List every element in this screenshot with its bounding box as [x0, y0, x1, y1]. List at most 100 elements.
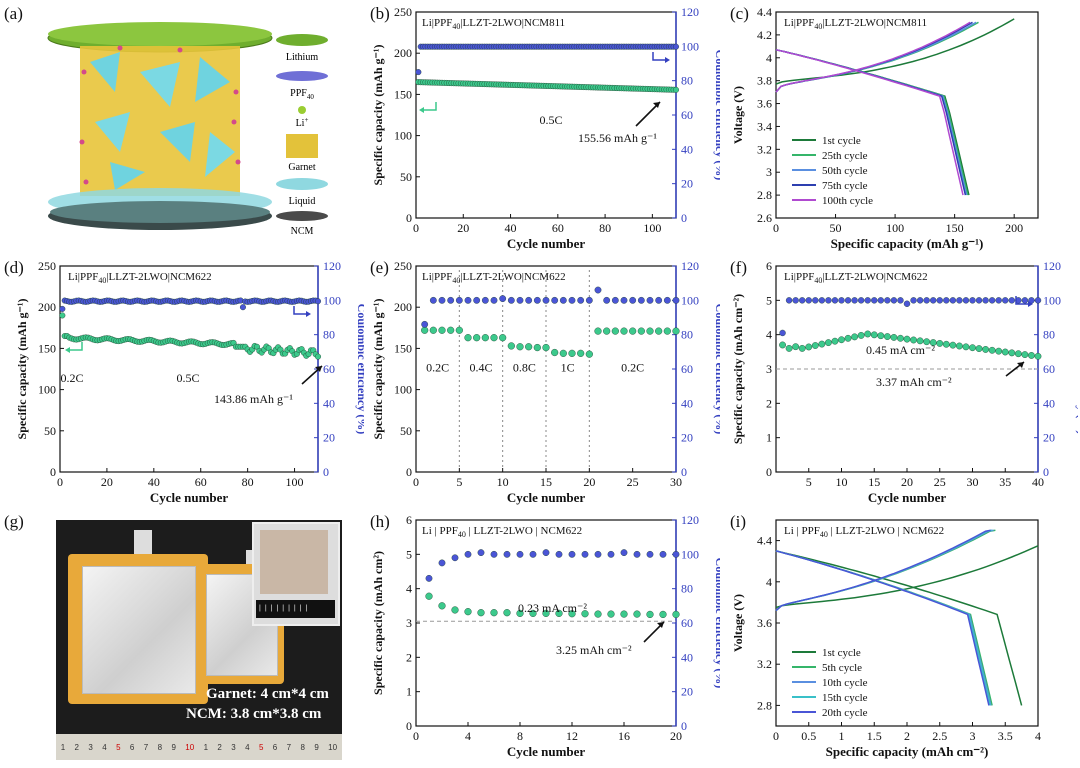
- y-tick-label: 100: [38, 383, 56, 397]
- efficiency-point: [551, 296, 559, 304]
- efficiency-point: [438, 296, 446, 304]
- panel-label-b: (b): [370, 4, 390, 23]
- rate-label: 0.2C: [426, 360, 449, 374]
- capacity-point: [838, 336, 845, 344]
- efficiency-point: [455, 296, 463, 304]
- capacity-point: [936, 340, 944, 347]
- capacity-point: [438, 602, 446, 610]
- current-density-label: 0.45 mA cm⁻²: [866, 343, 935, 357]
- capacity-point: [581, 610, 589, 618]
- ruler-number: 2: [217, 742, 222, 752]
- y2-tick-label: 120: [1043, 259, 1061, 273]
- x-tick-label: 100: [643, 221, 661, 235]
- capacity-point: [673, 86, 680, 93]
- y-tick-label: 100: [394, 383, 412, 397]
- y2-tick-label: 60: [323, 362, 335, 376]
- capacity-point: [646, 327, 654, 335]
- legend-garnet-swatch: [286, 134, 318, 158]
- y-tick-label: 0: [406, 211, 412, 225]
- efficiency-point: [525, 296, 533, 304]
- capacity-point: [477, 609, 485, 617]
- capacity-point: [455, 326, 463, 334]
- x-tick-label: 20: [901, 475, 913, 489]
- x-tick-label: 100: [286, 475, 304, 489]
- capacity-point: [903, 335, 911, 343]
- efficiency-point: [473, 296, 481, 304]
- discharge-curve: [775, 49, 969, 196]
- x-tick-label: 8: [517, 729, 523, 743]
- x-tick-label: 2: [904, 729, 910, 743]
- ncm-top: [50, 201, 270, 223]
- efficiency-point: [818, 297, 826, 304]
- x-tick-label: 10: [836, 475, 848, 489]
- capacity-point: [499, 334, 507, 342]
- efficiency-point: [415, 69, 422, 76]
- efficiency-point: [507, 296, 515, 304]
- efficiency-point: [923, 297, 930, 304]
- y-tick-label: 4: [766, 575, 772, 589]
- final-capacity-label: 3.37 mAh cm⁻²: [876, 375, 952, 389]
- efficiency-point: [903, 300, 911, 307]
- capacity-point: [620, 327, 628, 335]
- efficiency-point: [559, 296, 567, 304]
- legend-label: 25th cycle: [822, 150, 868, 162]
- efficiency-point: [995, 297, 1002, 304]
- capacity-point: [490, 334, 498, 342]
- efficiency-point: [672, 296, 680, 304]
- efficiency-point: [805, 297, 812, 304]
- annotation-arrowhead: [657, 622, 664, 628]
- x-tick-label: 5: [806, 475, 812, 489]
- capacity-point: [672, 327, 680, 335]
- capacity-point: [877, 332, 885, 340]
- efficiency-point: [844, 297, 852, 304]
- x-axis-label: Specific capacity (mAh cm⁻²): [826, 744, 989, 759]
- cell-schematic: Lithium PPF40 Li+ Garnet Liquid NCM: [47, 22, 328, 237]
- capacity-point: [962, 343, 970, 351]
- capacity-point: [577, 349, 585, 357]
- x-tick-label: 20: [670, 729, 682, 743]
- y-tick-label: 0: [406, 465, 412, 479]
- capacity-point: [542, 609, 550, 617]
- capacity-point: [831, 337, 839, 345]
- legend-lithium-label: Lithium: [286, 52, 318, 63]
- efficiency-point: [315, 298, 322, 305]
- ruler-number: 4: [245, 742, 250, 752]
- x-tick-label: 3: [970, 729, 976, 743]
- x-tick-label: 15: [868, 475, 880, 489]
- rate-label: 0.5C: [539, 113, 562, 127]
- annotation-arrowhead: [653, 102, 660, 108]
- capacity-point: [473, 334, 481, 342]
- efficiency-point: [663, 296, 671, 304]
- efficiency-point: [577, 296, 585, 304]
- efficiency-point: [568, 550, 576, 558]
- garnet-inset: |||||||||: [252, 522, 340, 626]
- efficiency-point: [975, 297, 983, 304]
- capacity-point: [421, 326, 429, 334]
- y-tick-label: 3.6: [757, 97, 772, 111]
- y2-tick-label: 20: [681, 177, 693, 191]
- ruler-number: 2: [74, 742, 79, 752]
- discharge-curve: [775, 49, 964, 196]
- efficiency-point: [864, 297, 871, 304]
- capacity-point: [525, 343, 533, 351]
- ruler-number: 6: [129, 742, 135, 752]
- efficiency-point: [916, 297, 924, 304]
- efficiency-point: [503, 550, 511, 558]
- x-tick-label: 50: [830, 221, 842, 235]
- capacity-point: [870, 331, 878, 339]
- x-tick-label: 0: [413, 475, 419, 489]
- capacity-point: [864, 330, 872, 338]
- y-tick-label: 3: [406, 616, 412, 630]
- y2-tick-label: 120: [681, 513, 699, 527]
- efficiency-point: [884, 297, 891, 304]
- efficiency-point: [499, 295, 507, 303]
- discharge-curve: [775, 49, 970, 196]
- y-tick-label: 2.8: [757, 188, 772, 202]
- series-axis-arrowhead: [419, 107, 424, 113]
- ruler-number: 5: [116, 742, 121, 752]
- x-tick-label: 80: [242, 475, 254, 489]
- efficiency-point: [607, 550, 615, 558]
- li-ion-dots: [79, 45, 241, 185]
- y2-tick-label: 100: [681, 547, 699, 561]
